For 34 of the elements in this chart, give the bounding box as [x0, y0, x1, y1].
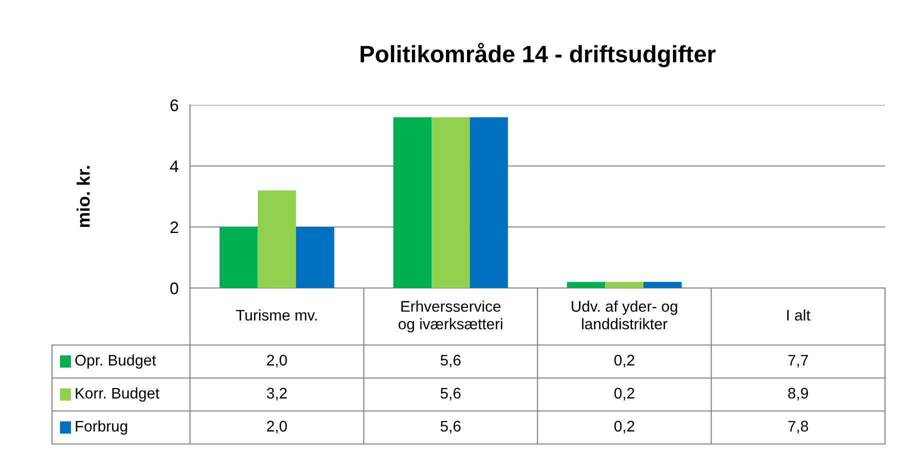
- data-label: 0,2: [614, 354, 634, 368]
- y-axis-title: mio. kr.: [76, 166, 90, 227]
- y-tick-label: 4: [170, 160, 178, 172]
- bar: [393, 117, 432, 288]
- data-label: 5,6: [440, 420, 461, 434]
- y-tick-label: 6: [170, 99, 178, 112]
- data-label: 2,0: [267, 354, 287, 368]
- legend-label: Korr. Budget: [76, 387, 160, 402]
- data-label: 5,6: [440, 388, 461, 400]
- text: 7,8: [788, 420, 808, 434]
- bar: [643, 282, 682, 288]
- x-tick-label: Udv. af yder- og landdistrikter: [572, 300, 678, 330]
- bar: [220, 227, 258, 288]
- data-label: 5,6: [440, 354, 461, 368]
- y-tick-label: 0: [170, 282, 178, 294]
- x-tick-label: Erhversservice og iværksætteri: [398, 300, 502, 332]
- bar: [432, 117, 470, 288]
- text: 7,7: [788, 354, 808, 368]
- bar: [470, 117, 508, 288]
- x-tick-label: I alt: [787, 309, 810, 321]
- bar: [296, 227, 334, 288]
- data-label: 0,2: [614, 388, 634, 400]
- x-tick-label: Turisme mv.: [236, 309, 317, 321]
- bar: [258, 190, 296, 288]
- data-label: 3,2: [266, 388, 287, 400]
- text: 8,9: [788, 388, 808, 400]
- legend-label: Forbrug: [76, 420, 128, 435]
- data-label: 2,0: [267, 420, 287, 434]
- data-label: 0,2: [614, 420, 634, 434]
- bar: [567, 282, 606, 288]
- y-tick-label: 2: [170, 221, 178, 234]
- bar: [605, 282, 644, 288]
- chart-title: Politikområde 14 - driftsudgifter: [360, 42, 716, 68]
- legend-label: Opr. Budget: [75, 354, 156, 369]
